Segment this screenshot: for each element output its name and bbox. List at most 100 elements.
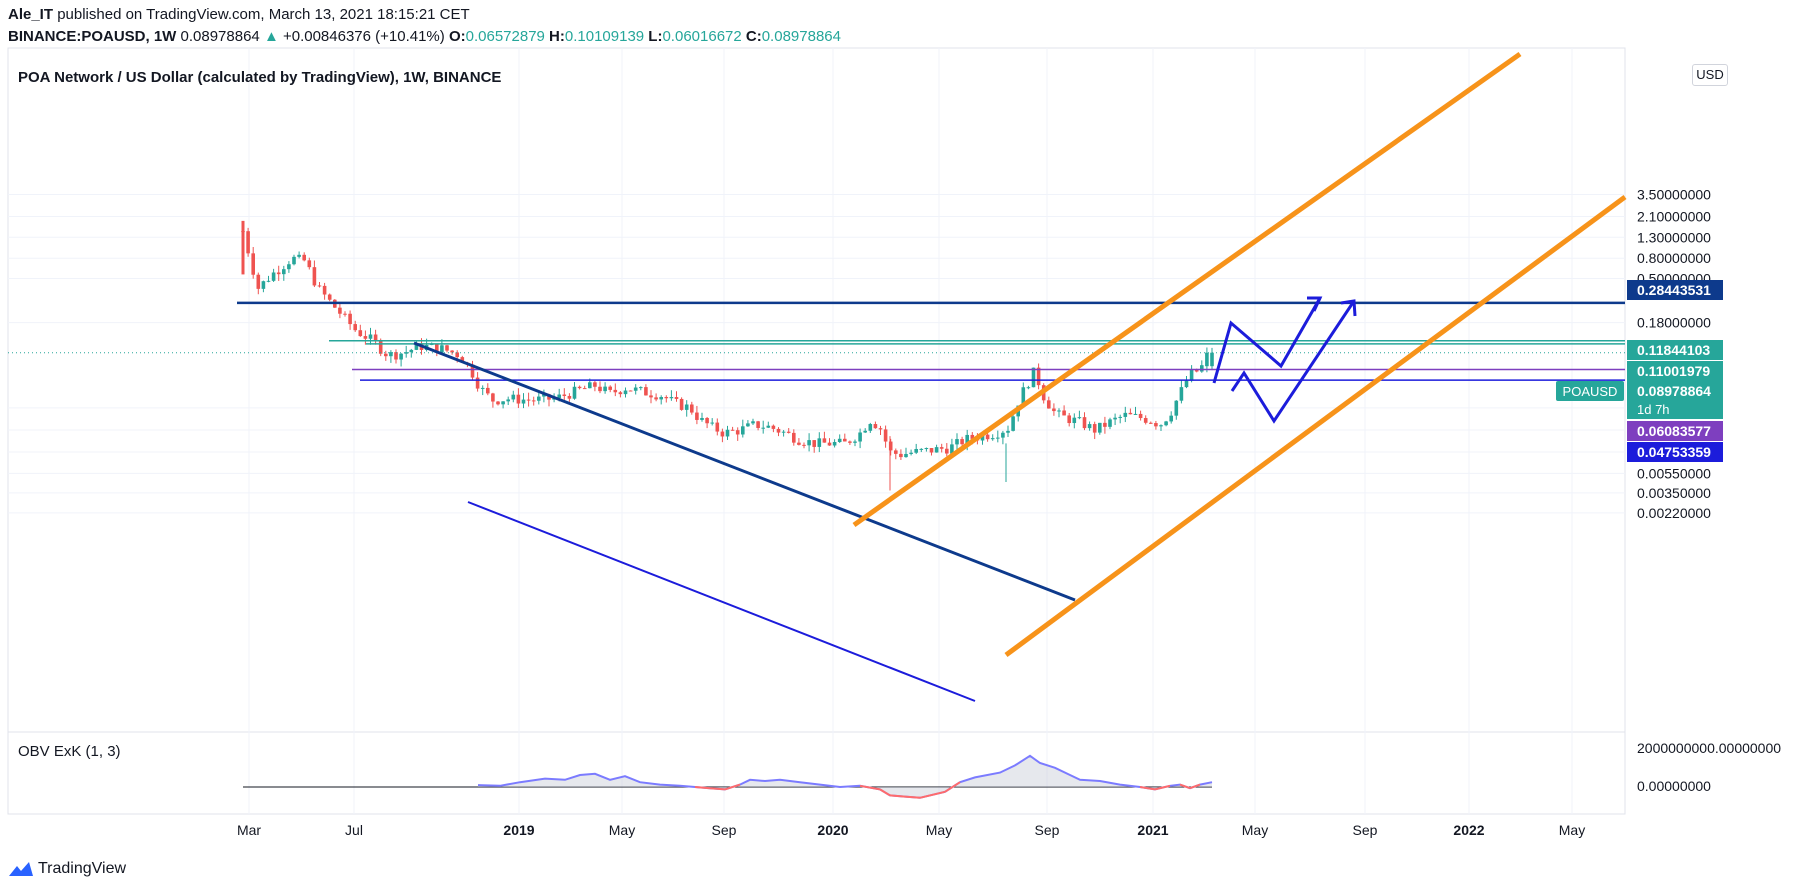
candle (934, 444, 939, 453)
candle-body (669, 397, 674, 399)
x-tick-label: 2020 (817, 822, 848, 838)
obv-negative-segment (1179, 783, 1191, 790)
candle-body (537, 396, 541, 401)
level-price-label: 0.04753359 (1637, 444, 1711, 460)
close-value: 0.08978864 (761, 28, 841, 45)
candle-body (837, 438, 842, 442)
x-tick-label: May (1242, 822, 1268, 838)
candle-body (572, 386, 577, 399)
candle-body (827, 442, 832, 446)
candle (261, 280, 266, 293)
candle-body (741, 426, 745, 435)
candle-body (1011, 416, 1015, 431)
candle (843, 433, 847, 442)
x-tick-label: May (609, 822, 635, 838)
bar-countdown: 1d 7h (1637, 402, 1670, 417)
level-price-label: 0.06083577 (1637, 423, 1711, 439)
candle-body (832, 441, 837, 446)
candle-body (1082, 417, 1087, 429)
candle (1021, 382, 1026, 406)
candle (659, 395, 663, 405)
currency-button[interactable]: USD (1692, 64, 1728, 86)
candle (899, 449, 903, 460)
candle (817, 432, 822, 453)
tradingview-logo-icon (9, 862, 33, 876)
candle (873, 421, 878, 429)
y-tick-label: 0.00350000 (1637, 485, 1711, 501)
candle (700, 412, 704, 422)
candle-body (399, 353, 403, 360)
candle-body (725, 429, 730, 437)
candle-body (929, 448, 934, 453)
candle-body (511, 394, 516, 400)
candle (282, 265, 286, 281)
candle (358, 324, 363, 337)
author-name[interactable]: Ale_IT (8, 6, 54, 23)
candle (919, 448, 924, 453)
candle-body (746, 423, 750, 427)
candle (1006, 425, 1010, 438)
level-price-label: 0.28443531 (1637, 282, 1711, 298)
candle (475, 372, 480, 392)
candle-body (664, 397, 669, 399)
candle-body (516, 394, 521, 404)
candle-body (450, 350, 454, 353)
candle (409, 348, 414, 358)
candle-body (353, 324, 357, 331)
candle (404, 345, 408, 358)
candle (353, 320, 357, 332)
change-value: +0.00846376 (+10.41%) (282, 28, 445, 45)
candle-body (287, 264, 291, 270)
candle-body (939, 447, 944, 449)
candle-body (1026, 387, 1031, 389)
candle (837, 434, 842, 443)
candle (445, 344, 449, 353)
candle (266, 275, 271, 283)
candle-body (307, 260, 312, 268)
candle-body (368, 334, 373, 339)
change-arrow-icon: ▲ (263, 28, 279, 45)
candle (679, 397, 684, 411)
footer-brand-text: TradingView (38, 860, 127, 877)
candle (904, 447, 908, 458)
candle (649, 390, 653, 404)
candle (705, 416, 709, 429)
candle (848, 440, 852, 445)
candle (526, 392, 531, 407)
candle-body (603, 386, 607, 392)
candle (914, 443, 918, 455)
candle (256, 272, 261, 295)
tradingview-brand[interactable]: TradingView (8, 860, 126, 878)
candle (506, 396, 510, 405)
candle (797, 438, 801, 446)
candle-body (807, 440, 811, 446)
candle-body (378, 340, 383, 354)
candle (608, 385, 612, 393)
published-text: published on TradingView.com, March 13, … (57, 6, 470, 23)
candle (327, 293, 332, 302)
obv-negative-segment (944, 781, 961, 793)
candle-body (649, 395, 653, 398)
candle (1103, 416, 1107, 434)
candle-body (618, 392, 623, 395)
candle-body (868, 424, 873, 431)
candle (1001, 430, 1005, 445)
low-label: L: (648, 28, 663, 45)
y-tick-label: 0.18000000 (1637, 315, 1711, 331)
candle (756, 420, 760, 431)
candle (1026, 385, 1031, 390)
candle (1072, 413, 1077, 429)
candle-body (343, 313, 347, 315)
candle (812, 440, 816, 453)
candle (1149, 421, 1153, 425)
candle-body (817, 438, 822, 447)
candle (363, 330, 368, 345)
candle (276, 265, 281, 281)
candle-body (460, 357, 465, 363)
indicator-label: OBV ExK (1, 3) (18, 743, 121, 760)
candle (562, 388, 567, 401)
candle-body (613, 389, 618, 393)
candle-body (735, 430, 740, 435)
candle-body (628, 390, 633, 392)
